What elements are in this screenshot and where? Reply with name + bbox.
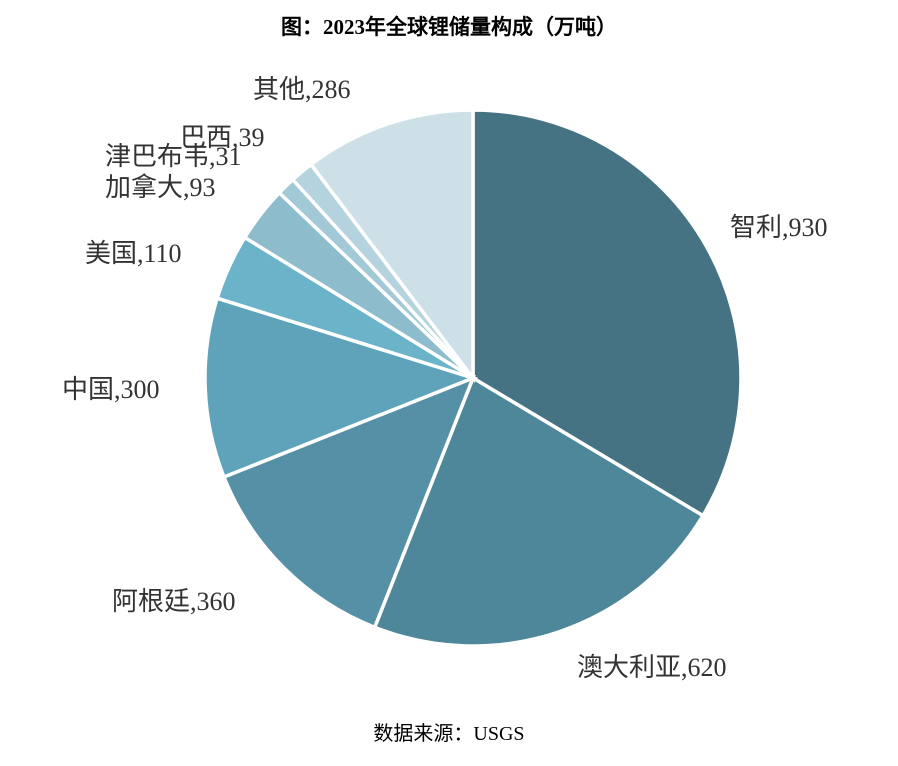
chart-title: 图：2023年全球锂储量构成（万吨） (281, 15, 617, 39)
source: 数据来源：USGS (373, 722, 524, 745)
label-separator: , (209, 142, 216, 171)
label-value: 110 (144, 239, 182, 268)
label-value: 93 (190, 173, 216, 202)
label-separator: , (782, 213, 789, 242)
label-category: 智利 (730, 213, 782, 242)
slice-label: 阿根廷,360 (112, 587, 236, 616)
slice-label: 其他,286 (253, 75, 351, 104)
label-separator: , (137, 239, 144, 268)
label-value: 930 (789, 213, 828, 242)
pie (203, 108, 743, 648)
label-separator: , (183, 173, 190, 202)
pie-slice (372, 375, 706, 648)
label-separator: , (190, 587, 197, 616)
slice-label: 智利,930 (730, 213, 828, 242)
labels: 智利,930澳大利亚,620阿根廷,360中国,300美国,110加拿大,93津… (62, 75, 828, 682)
pie-slice (203, 296, 479, 480)
label-separator: , (681, 653, 688, 682)
label-category: 加拿大 (105, 173, 183, 202)
slice-label: 加拿大,93 (105, 173, 216, 202)
label-category: 澳大利亚 (577, 653, 681, 682)
pie-slice (308, 108, 475, 384)
pie-slice (221, 374, 477, 630)
label-value: 31 (216, 142, 242, 171)
slice-label: 中国,300 (62, 375, 160, 404)
label-category: 中国 (62, 375, 114, 404)
slice-label: 美国,110 (85, 239, 182, 268)
label-separator: , (305, 75, 312, 104)
label-category: 巴西 (180, 123, 232, 152)
label-category: 阿根廷 (112, 587, 190, 616)
label-category: 津巴布韦 (105, 142, 209, 171)
slice-label: 津巴布韦,31 (105, 142, 242, 171)
label-value: 620 (688, 653, 727, 682)
label-separator: , (232, 123, 239, 152)
label-separator: , (114, 375, 121, 404)
slice-label: 巴西,39 (180, 123, 265, 152)
label-value: 39 (239, 123, 265, 152)
label-value: 300 (121, 375, 160, 404)
label-category: 美国 (85, 239, 137, 268)
label-value: 286 (312, 75, 351, 104)
slice-label: 澳大利亚,620 (577, 653, 727, 682)
label-value: 360 (197, 587, 236, 616)
label-category: 其他 (253, 75, 305, 104)
pie-slice (471, 108, 743, 519)
